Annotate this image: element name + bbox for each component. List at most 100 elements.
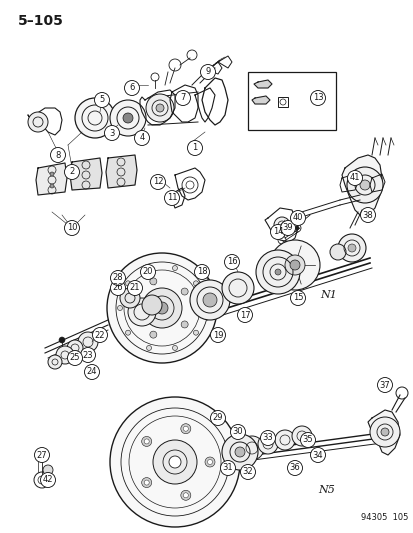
Text: 31: 31 [222, 464, 233, 472]
Text: 24: 24 [87, 367, 97, 376]
Circle shape [142, 288, 182, 328]
Text: 37: 37 [379, 381, 389, 390]
Circle shape [221, 434, 257, 470]
Circle shape [180, 490, 190, 500]
Circle shape [310, 91, 325, 106]
Circle shape [347, 244, 355, 252]
Circle shape [201, 305, 206, 311]
Text: 20: 20 [142, 268, 153, 277]
Circle shape [287, 461, 302, 475]
Circle shape [146, 265, 151, 271]
Circle shape [34, 448, 50, 463]
Text: 9: 9 [205, 68, 210, 77]
Circle shape [221, 272, 254, 304]
Circle shape [202, 293, 216, 307]
Circle shape [329, 244, 345, 260]
Circle shape [92, 327, 107, 343]
Circle shape [140, 264, 155, 279]
Text: 38: 38 [362, 211, 373, 220]
Text: N1: N1 [319, 290, 336, 300]
Circle shape [50, 148, 65, 163]
Circle shape [290, 290, 305, 305]
Circle shape [50, 184, 54, 188]
Circle shape [380, 428, 388, 436]
Circle shape [284, 255, 304, 275]
Circle shape [240, 436, 263, 460]
Circle shape [194, 264, 209, 279]
Circle shape [235, 447, 244, 457]
Circle shape [67, 351, 82, 366]
Text: 12: 12 [152, 177, 163, 187]
Text: 25: 25 [69, 353, 80, 362]
Circle shape [144, 439, 149, 444]
Circle shape [80, 348, 95, 362]
Circle shape [94, 93, 109, 108]
Circle shape [369, 417, 399, 447]
Circle shape [359, 180, 369, 190]
Circle shape [124, 80, 139, 95]
Circle shape [134, 131, 149, 146]
Text: 34: 34 [312, 450, 323, 459]
Circle shape [289, 260, 299, 270]
Circle shape [204, 457, 214, 467]
Circle shape [75, 98, 115, 138]
Circle shape [257, 434, 277, 454]
Circle shape [48, 355, 62, 369]
Bar [247, 72, 335, 130]
Circle shape [230, 424, 245, 440]
Circle shape [150, 174, 165, 190]
Circle shape [346, 167, 382, 203]
Circle shape [210, 410, 225, 425]
Circle shape [310, 448, 325, 463]
Text: 23: 23 [83, 351, 93, 359]
Circle shape [169, 456, 180, 468]
Circle shape [67, 340, 83, 356]
Text: 22: 22 [95, 330, 105, 340]
Circle shape [78, 332, 98, 352]
Circle shape [347, 171, 362, 185]
Text: 3: 3 [109, 128, 114, 138]
Circle shape [141, 437, 151, 447]
Circle shape [130, 304, 137, 311]
Circle shape [193, 281, 198, 286]
Circle shape [172, 265, 177, 271]
Circle shape [274, 269, 280, 275]
Circle shape [150, 278, 157, 285]
Text: 14: 14 [272, 228, 282, 237]
Text: 42: 42 [43, 475, 53, 484]
Circle shape [360, 207, 375, 222]
Circle shape [255, 250, 299, 294]
Circle shape [150, 331, 157, 338]
Text: 7: 7 [180, 93, 185, 102]
Circle shape [337, 234, 365, 262]
Text: 15: 15 [292, 294, 302, 303]
Text: 36: 36 [289, 464, 300, 472]
Circle shape [156, 302, 168, 314]
Circle shape [117, 305, 122, 311]
Circle shape [110, 280, 125, 295]
Text: 32: 32 [242, 467, 253, 477]
Circle shape [181, 321, 188, 328]
Circle shape [269, 240, 319, 290]
Circle shape [273, 217, 289, 233]
Text: 4: 4 [139, 133, 144, 142]
Circle shape [172, 345, 177, 350]
Text: 30: 30 [232, 427, 243, 437]
Circle shape [280, 221, 295, 236]
Circle shape [274, 430, 294, 450]
Text: 13: 13 [312, 93, 323, 102]
Circle shape [141, 478, 151, 488]
Circle shape [207, 459, 212, 464]
Polygon shape [367, 410, 399, 455]
Polygon shape [341, 155, 381, 215]
Circle shape [377, 377, 392, 392]
Circle shape [164, 190, 179, 206]
Circle shape [120, 288, 140, 308]
Circle shape [64, 165, 79, 180]
Circle shape [123, 113, 133, 123]
Text: 28: 28 [112, 273, 123, 282]
Circle shape [187, 141, 202, 156]
Text: 5–105: 5–105 [18, 14, 64, 28]
Circle shape [183, 426, 188, 431]
Bar [277, 97, 287, 107]
